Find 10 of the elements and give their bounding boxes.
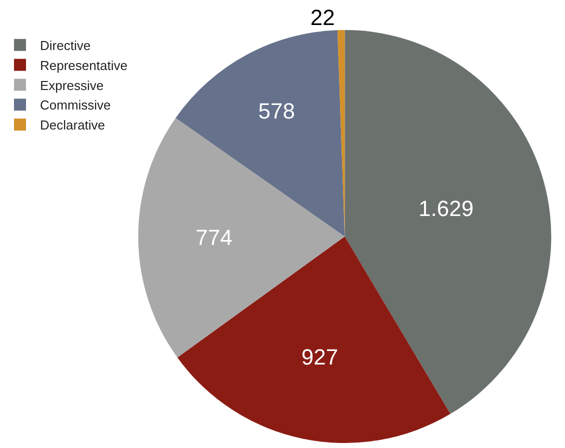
data-label: 1.629 bbox=[418, 196, 474, 222]
data-label: 578 bbox=[258, 98, 295, 124]
data-label: 774 bbox=[196, 224, 232, 250]
legend-label: Declarative bbox=[40, 118, 106, 133]
legend-label: Representative bbox=[40, 58, 128, 73]
legend-label: Directive bbox=[40, 38, 91, 54]
data-label: 927 bbox=[301, 344, 338, 370]
legend-label: Commissive bbox=[40, 98, 111, 113]
legend-label: Expressive bbox=[40, 78, 104, 93]
data-label: 22 bbox=[310, 5, 335, 30]
